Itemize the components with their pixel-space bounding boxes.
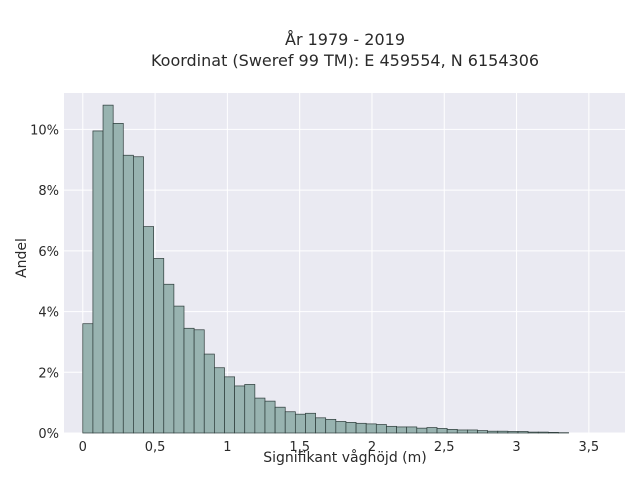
histogram-bar <box>122 154 134 434</box>
histogram-bar <box>234 385 246 434</box>
histogram-bar <box>112 123 124 434</box>
histogram-bar <box>163 283 175 434</box>
x-tick-label: 1,5 <box>289 440 310 455</box>
histogram-bar <box>305 412 316 434</box>
histogram-bar <box>183 327 195 434</box>
tick-labels: 0 0,5 1 1,5 2 2,5 3 3,5 0% 2% 4% 6% 8% 10% <box>30 123 599 455</box>
y-tick-label: 2% <box>38 366 59 381</box>
histogram-bar <box>386 425 397 434</box>
bars <box>82 104 569 434</box>
x-tick-label: 1 <box>223 440 231 455</box>
histogram-bar <box>416 427 428 434</box>
histogram-bar <box>355 422 367 434</box>
histogram-bar <box>193 329 205 434</box>
histogram-bar <box>254 397 266 434</box>
histogram-bar <box>446 429 458 434</box>
x-axis-label: Signifikant våghöjd (m) <box>263 449 426 466</box>
histogram-bar <box>487 430 499 434</box>
histogram-bar <box>82 323 94 434</box>
histogram-bar <box>396 426 408 434</box>
y-tick-label: 0% <box>38 427 59 442</box>
histogram-bar <box>294 413 306 434</box>
histogram-bar <box>456 429 468 434</box>
histogram-bar <box>345 422 357 434</box>
histogram-bar <box>102 104 114 434</box>
y-axis-label: Andel <box>14 238 30 278</box>
histogram-bar <box>224 376 235 434</box>
histogram-bar <box>153 258 165 434</box>
histogram-bar <box>264 400 276 434</box>
histogram-bar <box>143 226 154 434</box>
histogram-bar <box>548 432 559 434</box>
x-tick-label: 3 <box>512 440 520 455</box>
histogram-bar <box>436 428 448 434</box>
histogram-bar <box>335 421 347 434</box>
x-tick-label: 2 <box>368 440 376 455</box>
histogram-bar <box>274 406 286 434</box>
histogram-bar <box>284 411 296 434</box>
y-tick-label: 6% <box>38 245 59 260</box>
chart-subtitle: Koordinat (Sweref 99 TM): E 459554, N 61… <box>151 51 539 70</box>
histogram-bar <box>497 430 509 434</box>
x-tick-label: 3,5 <box>579 440 600 455</box>
chart-title: År 1979 - 2019 <box>285 30 405 49</box>
histogram-bar <box>214 367 225 434</box>
histogram-bar <box>517 431 529 434</box>
x-tick-label: 2,5 <box>434 440 455 455</box>
histogram-bar <box>244 384 256 434</box>
y-tick-label: 8% <box>38 184 59 199</box>
histogram-bar <box>426 427 438 434</box>
x-tick-label: 0 <box>79 440 87 455</box>
histogram-bar <box>477 430 488 434</box>
y-tick-label: 10% <box>30 123 59 138</box>
histogram-bar <box>406 426 418 434</box>
histogram-bar <box>133 156 144 434</box>
histogram-bar <box>507 431 519 434</box>
histogram-bar <box>375 424 387 434</box>
histogram-bar <box>467 429 478 434</box>
y-tick-label: 4% <box>38 306 59 321</box>
histogram-bar <box>365 423 377 434</box>
histogram-bar <box>315 417 327 434</box>
histogram-bar <box>203 353 215 434</box>
histogram-bar <box>527 431 539 434</box>
histogram-bar <box>325 418 337 434</box>
histogram-bar <box>537 431 549 434</box>
histogram-bar <box>173 305 185 434</box>
histogram-bar <box>92 130 104 434</box>
x-tick-label: 0,5 <box>145 440 166 455</box>
